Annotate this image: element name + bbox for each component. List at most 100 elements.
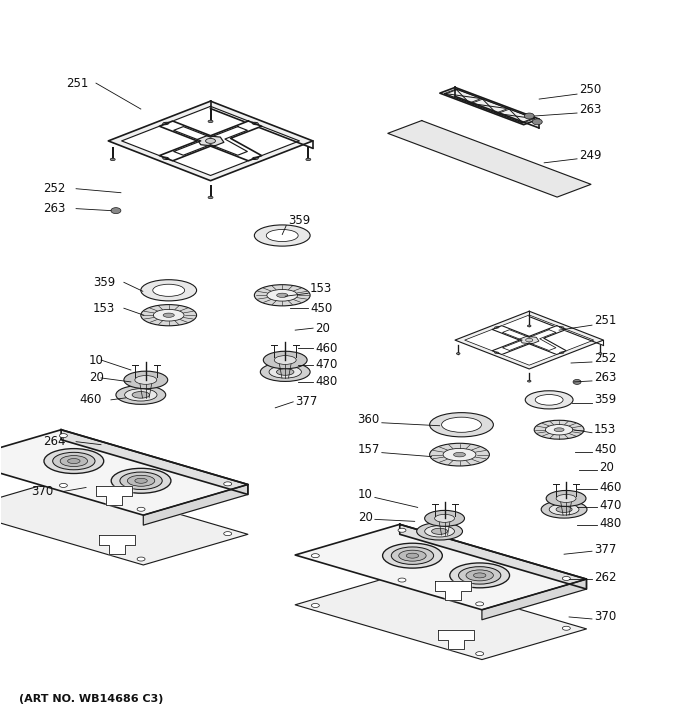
Ellipse shape (424, 510, 464, 526)
Ellipse shape (277, 293, 288, 297)
Ellipse shape (443, 448, 476, 461)
Ellipse shape (224, 482, 232, 486)
Ellipse shape (116, 386, 166, 405)
Polygon shape (61, 430, 248, 494)
Ellipse shape (132, 392, 150, 398)
Ellipse shape (277, 368, 294, 376)
Polygon shape (99, 535, 135, 554)
Text: 20: 20 (89, 371, 104, 384)
Ellipse shape (546, 491, 586, 506)
Text: 460: 460 (315, 341, 337, 355)
Ellipse shape (391, 547, 434, 564)
Ellipse shape (59, 434, 67, 438)
Polygon shape (520, 336, 539, 344)
Ellipse shape (127, 476, 155, 486)
Text: 251: 251 (66, 77, 88, 90)
Text: 252: 252 (594, 352, 616, 365)
Ellipse shape (120, 472, 163, 489)
Ellipse shape (124, 389, 157, 401)
Ellipse shape (466, 570, 494, 581)
Ellipse shape (598, 352, 602, 355)
Ellipse shape (269, 366, 301, 378)
Polygon shape (440, 88, 539, 125)
Ellipse shape (137, 507, 145, 511)
Polygon shape (0, 430, 248, 515)
Ellipse shape (556, 506, 572, 513)
Ellipse shape (454, 452, 466, 457)
Polygon shape (108, 102, 313, 181)
Text: 249: 249 (579, 149, 602, 162)
Text: 263: 263 (594, 371, 616, 384)
Ellipse shape (417, 523, 462, 540)
Text: 250: 250 (579, 83, 601, 96)
Text: 480: 480 (599, 517, 622, 530)
Text: 360: 360 (358, 413, 380, 426)
Ellipse shape (528, 380, 531, 382)
Ellipse shape (153, 284, 185, 297)
Ellipse shape (52, 452, 95, 470)
Text: 460: 460 (79, 394, 101, 406)
Polygon shape (388, 120, 591, 197)
Ellipse shape (526, 339, 533, 342)
Ellipse shape (562, 626, 571, 630)
Ellipse shape (458, 567, 501, 584)
Ellipse shape (141, 280, 197, 301)
Ellipse shape (541, 501, 587, 518)
Text: 153: 153 (93, 302, 116, 315)
Ellipse shape (111, 207, 121, 214)
Ellipse shape (449, 563, 509, 588)
Text: 450: 450 (310, 302, 333, 315)
Ellipse shape (549, 504, 579, 515)
Ellipse shape (425, 526, 454, 537)
Polygon shape (143, 484, 248, 525)
Text: 153: 153 (594, 423, 616, 436)
Ellipse shape (554, 428, 564, 431)
Ellipse shape (562, 576, 571, 581)
Polygon shape (492, 326, 566, 355)
Text: 470: 470 (599, 499, 622, 512)
Polygon shape (122, 107, 299, 175)
Ellipse shape (154, 310, 184, 321)
Polygon shape (482, 579, 586, 620)
Polygon shape (400, 524, 586, 589)
Text: 264: 264 (44, 435, 66, 448)
Ellipse shape (476, 602, 483, 606)
Ellipse shape (124, 371, 168, 389)
Text: 377: 377 (295, 395, 318, 408)
Text: 20: 20 (358, 511, 373, 524)
Text: 251: 251 (594, 314, 616, 327)
Ellipse shape (267, 289, 298, 301)
Ellipse shape (556, 494, 576, 502)
Ellipse shape (476, 652, 483, 655)
Polygon shape (295, 574, 586, 660)
Ellipse shape (141, 304, 197, 326)
Ellipse shape (406, 553, 419, 558)
Ellipse shape (430, 413, 494, 437)
Text: 359: 359 (93, 276, 116, 289)
Ellipse shape (535, 394, 563, 405)
Ellipse shape (311, 554, 320, 558)
Text: 450: 450 (594, 443, 616, 456)
Text: 20: 20 (315, 322, 330, 335)
Text: 377: 377 (594, 543, 616, 556)
Text: 153: 153 (310, 282, 333, 295)
Ellipse shape (205, 138, 216, 144)
Ellipse shape (112, 468, 171, 493)
Ellipse shape (435, 514, 454, 522)
Ellipse shape (224, 531, 232, 536)
Text: 263: 263 (44, 202, 65, 215)
Polygon shape (503, 330, 556, 350)
Ellipse shape (456, 352, 460, 355)
Text: (ART NO. WB14686 C3): (ART NO. WB14686 C3) (19, 694, 164, 704)
Ellipse shape (398, 550, 426, 561)
Ellipse shape (267, 230, 298, 241)
Ellipse shape (398, 578, 406, 582)
Text: 480: 480 (315, 376, 337, 389)
Polygon shape (96, 486, 132, 505)
Ellipse shape (528, 325, 531, 327)
Polygon shape (159, 121, 262, 161)
Text: 10: 10 (89, 354, 104, 367)
Ellipse shape (254, 285, 310, 306)
Polygon shape (455, 311, 603, 369)
Ellipse shape (254, 225, 310, 246)
